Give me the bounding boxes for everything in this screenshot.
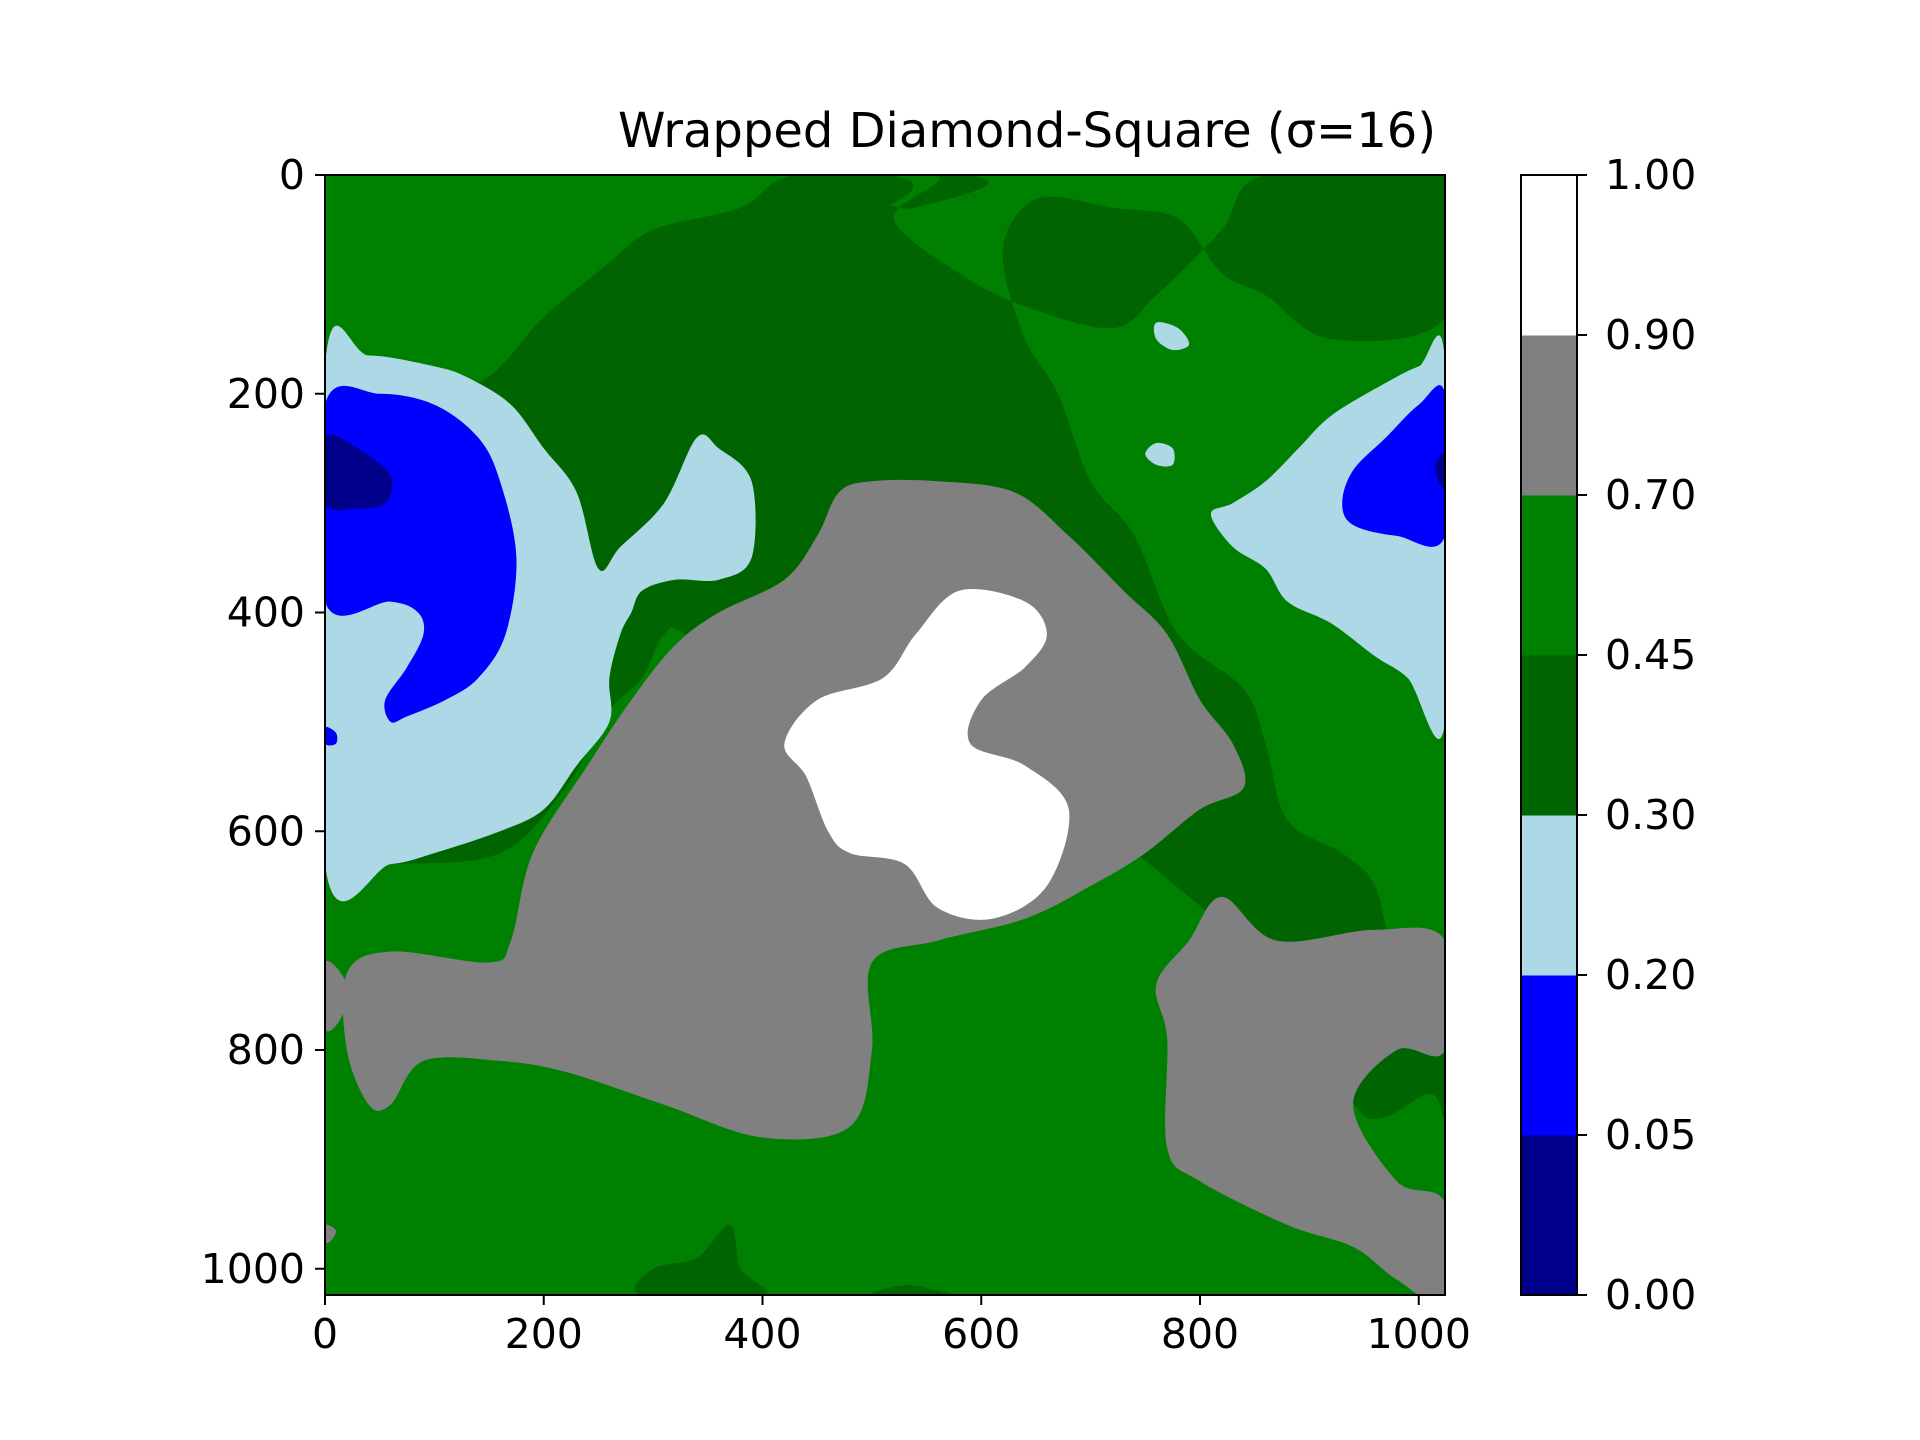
y-tick-label-4: 800 (227, 1026, 305, 1074)
colorbar-tick-label-4: 0.45 (1605, 631, 1696, 679)
colorbar-tick-label-7: 1.00 (1605, 151, 1696, 199)
colorbar-tick-label-1: 0.05 (1605, 1111, 1696, 1159)
x-tick-label-3: 600 (942, 1310, 1020, 1358)
colorbar-level-1 (1521, 975, 1577, 1136)
y-tick-label-5: 1000 (201, 1245, 305, 1293)
colorbar-level-3 (1521, 655, 1577, 816)
contour-region-8 (1153, 322, 1190, 351)
colorbar-level-4 (1521, 495, 1577, 656)
colorbar-tick-label-0: 0.00 (1605, 1271, 1696, 1319)
contour-region-9 (1145, 442, 1175, 467)
y-tick-label-1: 200 (227, 370, 305, 418)
contour-region-14 (325, 1224, 337, 1244)
colorbar-level-0 (1521, 1135, 1577, 1296)
colorbar-level-6 (1521, 175, 1577, 336)
colorbar-tick-label-5: 0.70 (1605, 471, 1696, 519)
colorbar: 0.00 0.05 0.20 0.30 0.45 0.70 0.90 1.00 (1520, 151, 1696, 1319)
contour-region-15 (634, 1224, 767, 1295)
x-axis: 0 200 400 600 800 1000 (312, 1295, 1471, 1358)
x-tick-label-1: 200 (505, 1310, 583, 1358)
colorbar-tick-label-3: 0.30 (1605, 791, 1696, 839)
x-tick-label-5: 1000 (1367, 1310, 1471, 1358)
contour-region-7 (1434, 453, 1445, 489)
colorbar-level-2 (1521, 815, 1577, 976)
colorbar-tick-label-2: 0.20 (1605, 951, 1696, 999)
plot-frame (324, 174, 1446, 1296)
y-tick-label-0: 0 (279, 151, 305, 199)
chart-title: Wrapped Diamond-Square (σ=16) (618, 103, 1436, 159)
y-tick-label-2: 400 (227, 589, 305, 637)
x-tick-label-4: 800 (1161, 1310, 1239, 1358)
contour-regions (325, 175, 1445, 1295)
contour-region-4 (325, 726, 338, 746)
y-tick-label-3: 600 (227, 807, 305, 855)
colorbar-frame (1520, 174, 1578, 1296)
contour-region-3 (325, 434, 393, 511)
contour-region-5 (1210, 335, 1445, 739)
x-tick-label-2: 400 (723, 1310, 801, 1358)
contour-region-16 (870, 1285, 953, 1295)
plot-area (324, 174, 1446, 1296)
contour-region-12 (1155, 896, 1445, 1295)
x-tick-label-0: 0 (312, 1310, 338, 1358)
contour-region-13 (325, 960, 348, 1032)
y-axis: 0 200 400 600 800 1000 (201, 151, 325, 1293)
colorbar-level-5 (1521, 335, 1577, 496)
contour-region-6 (1342, 385, 1445, 547)
contour-region-11 (784, 588, 1070, 920)
colorbar-tick-label-6: 0.90 (1605, 311, 1696, 359)
